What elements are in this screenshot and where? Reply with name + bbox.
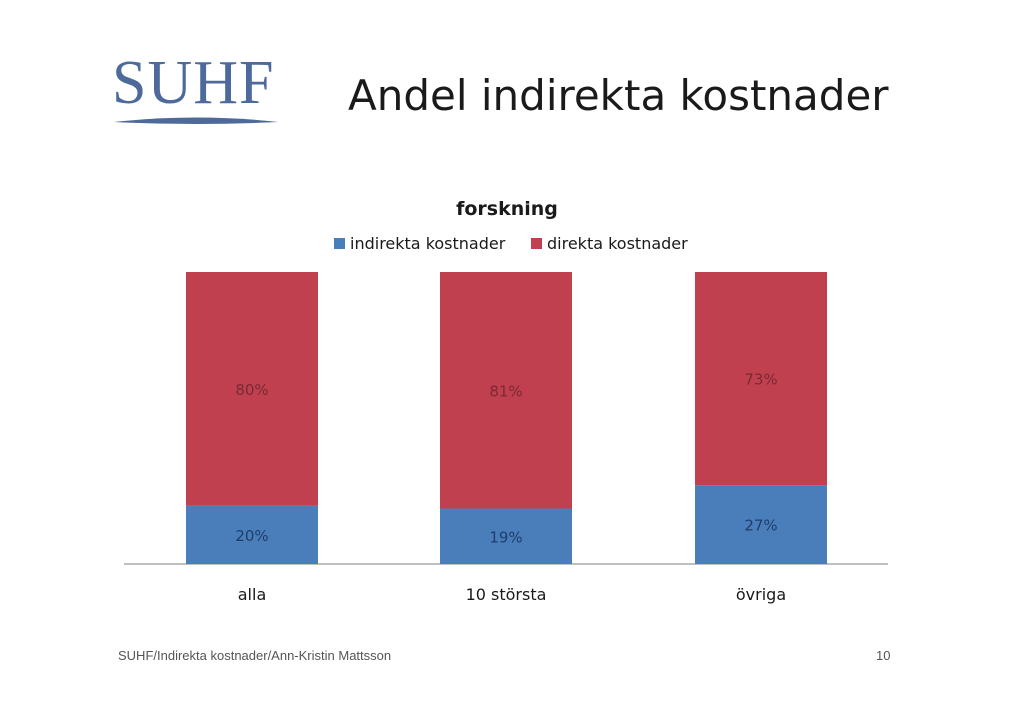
logo-swoosh-icon bbox=[114, 117, 278, 124]
chart-title: forskning bbox=[456, 198, 558, 220]
data-label: 81% bbox=[489, 382, 522, 400]
bar-segment bbox=[186, 272, 318, 506]
bar-segment bbox=[695, 485, 827, 564]
suhf-logo: SUHF bbox=[112, 52, 282, 132]
footer-text: SUHF/Indirekta kostnader/Ann-Kristin Mat… bbox=[118, 648, 392, 663]
category-label: alla bbox=[238, 585, 267, 604]
data-label: 80% bbox=[235, 381, 268, 399]
bar-segment bbox=[440, 272, 572, 509]
data-label: 20% bbox=[235, 527, 268, 545]
bar-segment bbox=[186, 505, 318, 564]
legend-swatch bbox=[531, 238, 542, 249]
legend-label: direkta kostnader bbox=[547, 234, 688, 253]
data-label: 19% bbox=[489, 528, 522, 546]
logo-text: SUHF bbox=[112, 49, 275, 117]
slide-title: Andel indirekta kostnader bbox=[348, 71, 889, 120]
data-label: 73% bbox=[744, 371, 777, 389]
category-label: övriga bbox=[736, 585, 786, 604]
page-number: 10 bbox=[876, 648, 891, 663]
bar-segment bbox=[440, 508, 572, 564]
category-label: 10 största bbox=[466, 585, 547, 604]
legend-swatch bbox=[334, 238, 345, 249]
legend-label: indirekta kostnader bbox=[350, 234, 506, 253]
bar-segment bbox=[695, 272, 827, 486]
data-label: 27% bbox=[744, 517, 777, 535]
